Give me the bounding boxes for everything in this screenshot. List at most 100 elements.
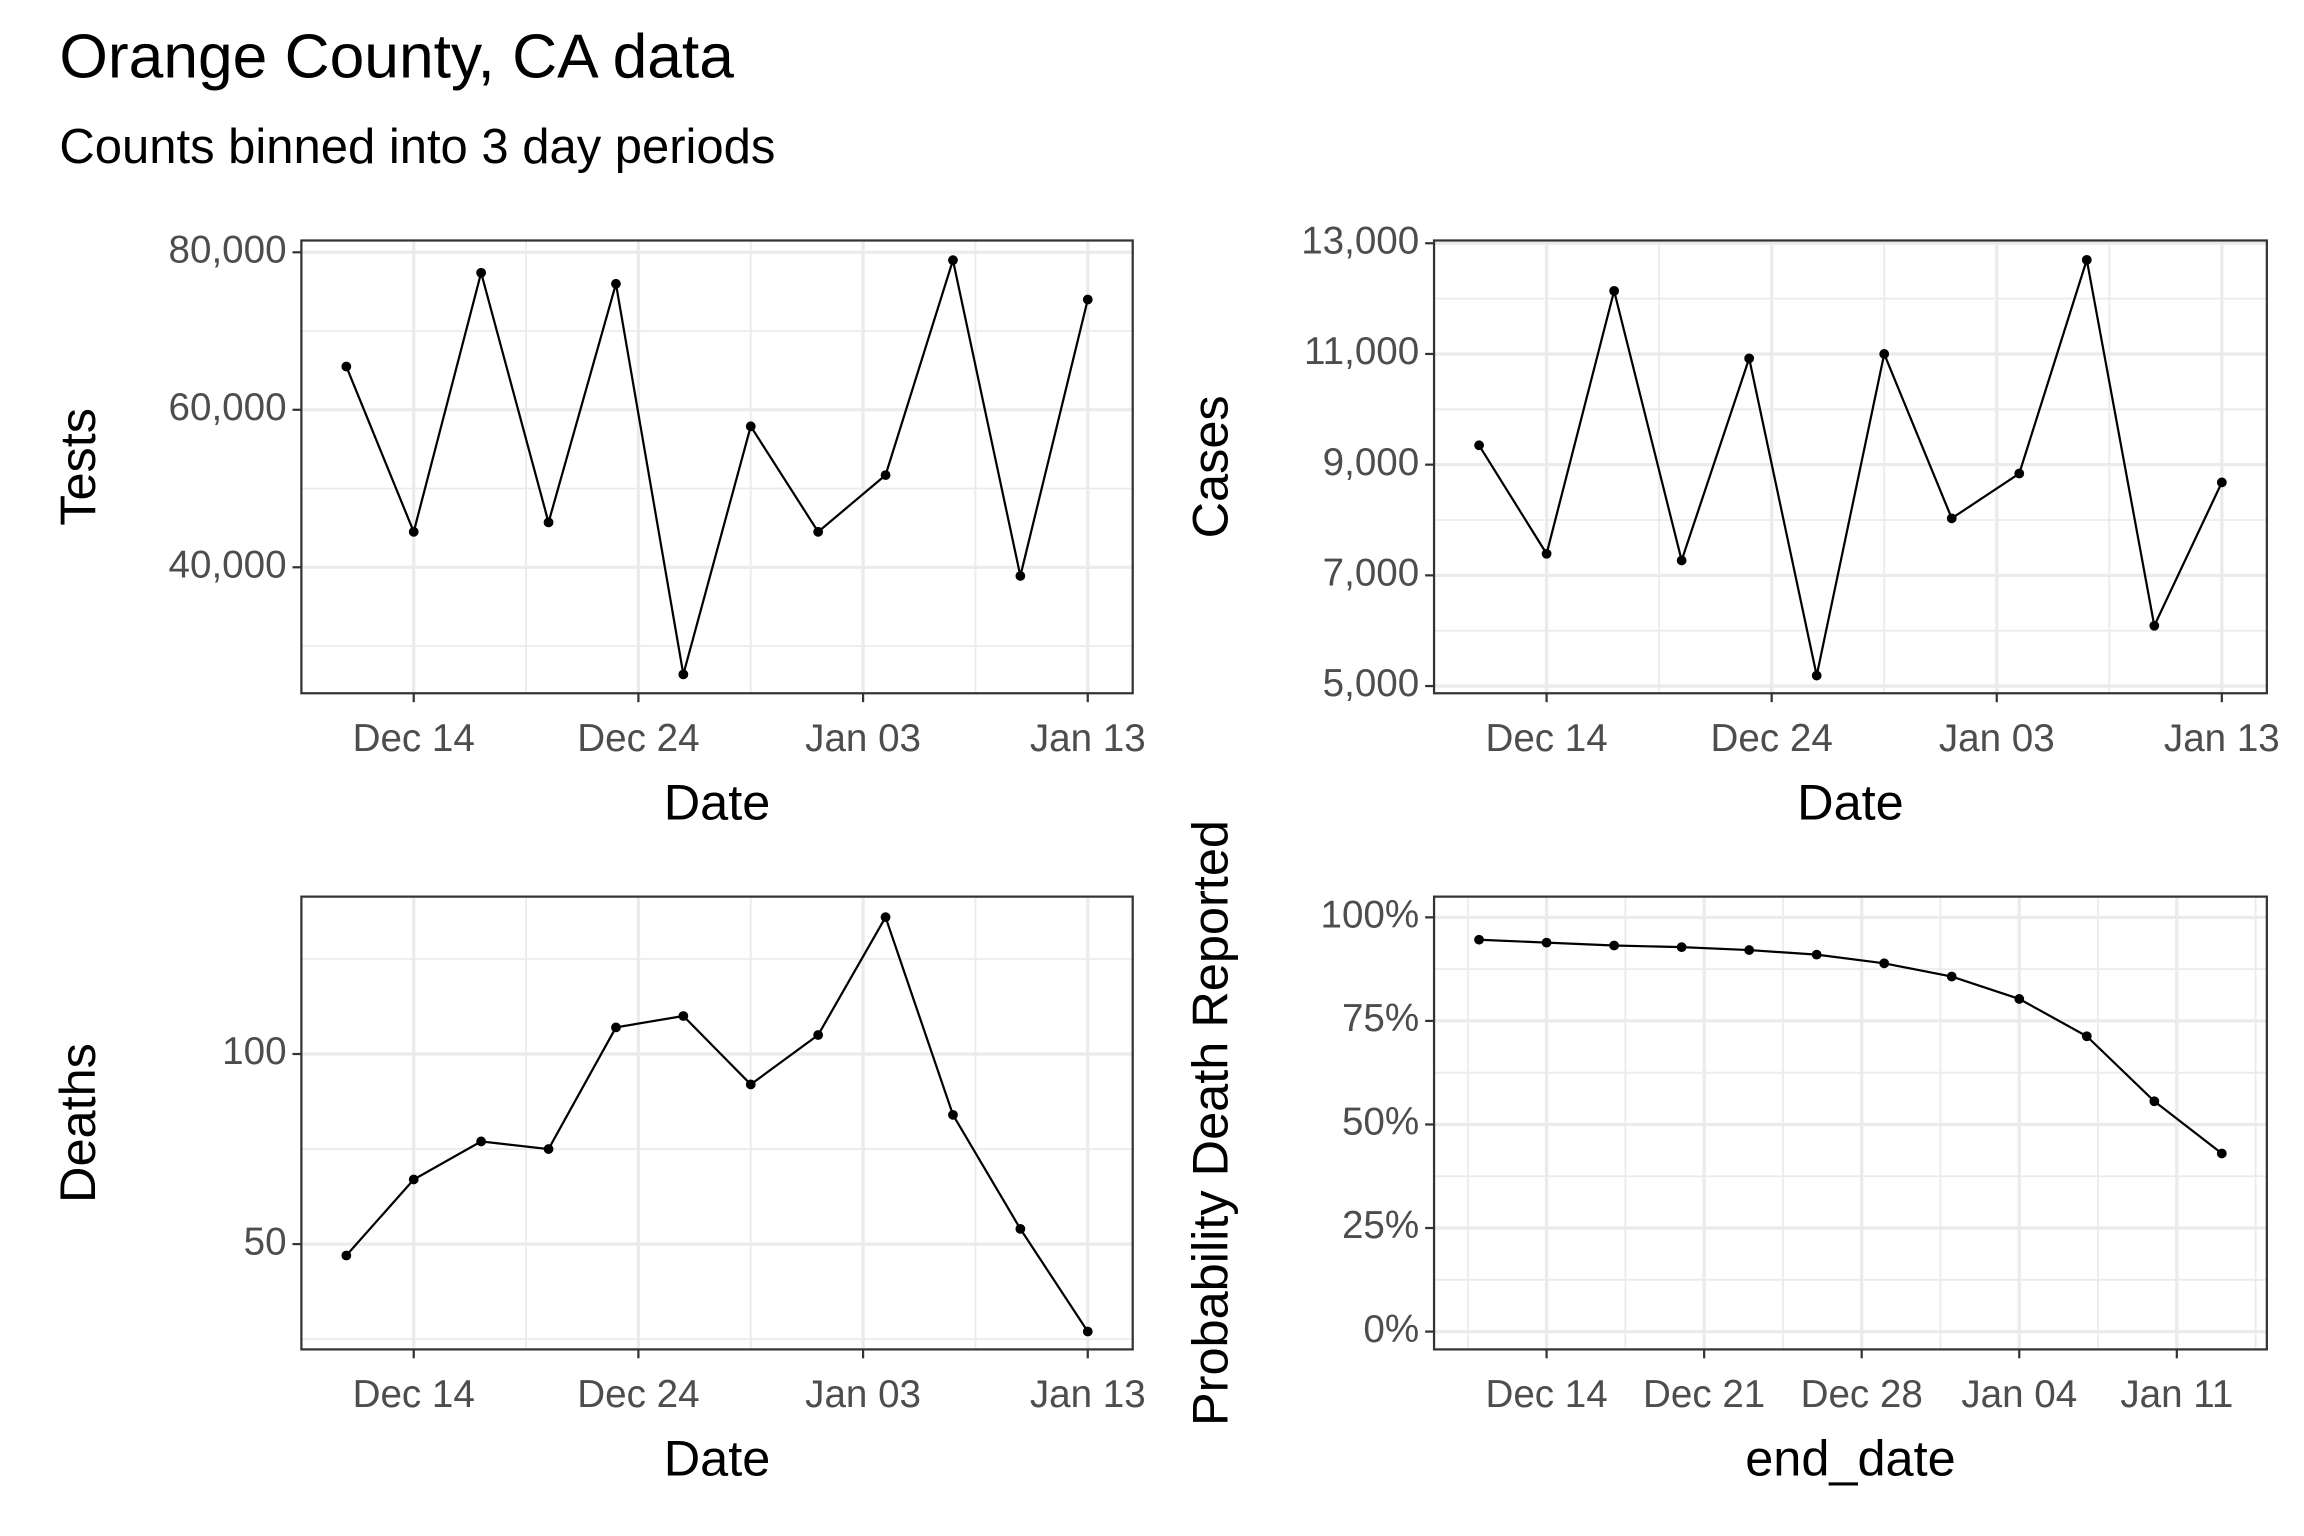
point [1744, 945, 1755, 955]
point [2081, 1031, 2092, 1042]
y-axis-title: Tests [49, 408, 106, 526]
point [611, 1022, 621, 1033]
line [345, 255, 1089, 675]
point [678, 1011, 689, 1021]
point [1946, 971, 1957, 982]
point [1676, 555, 1687, 566]
panel: 0% 25% 50% 75% 100% Dec 14 Dec 21 Dec 28 Jan 04 J… [1182, 820, 2268, 1487]
x-tick-label: Dec 14 [353, 717, 475, 760]
point [1015, 1223, 1026, 1234]
panel-border [1432, 895, 2268, 1351]
y-tick-label: 50% [1342, 1101, 1419, 1144]
panel-background [1434, 240, 2267, 694]
x-tick-label: Jan 13 [1030, 717, 1146, 760]
y-tick-label: 100 [222, 1030, 286, 1073]
panel-border [1432, 239, 2268, 695]
point [948, 1109, 958, 1120]
point [1879, 349, 1890, 359]
point [1609, 285, 1620, 296]
x-axis-title: Date [664, 1430, 771, 1487]
point [341, 1250, 352, 1261]
x-tick-label: Dec 14 [1485, 717, 1607, 760]
x-axis-title: Date [664, 773, 771, 830]
y-tick-label: 100% [1321, 894, 1420, 937]
point [1474, 440, 1484, 451]
y-axis-title: Probability Death Reported [1182, 820, 1239, 1426]
y-axis-title: Cases [1182, 395, 1239, 538]
point [476, 267, 487, 278]
y-tick-label: 50 [244, 1220, 287, 1263]
x-tick-label: Jan 11 [2120, 1373, 2233, 1416]
panel: 40,000 60,000 80,000 Dec 14 Dec 24 Jan 03 Jan … [49, 228, 1146, 830]
panel-border [300, 895, 1134, 1351]
point [2216, 477, 2227, 488]
x-axis-title: end_date [1745, 1430, 1956, 1487]
point [408, 526, 419, 537]
panel-background [301, 240, 1133, 694]
y-tick-label: 13,000 [1301, 219, 1419, 262]
point [2216, 1148, 2227, 1159]
x-tick-label: Dec 28 [1801, 1373, 1923, 1416]
point [678, 669, 689, 680]
point [1946, 513, 1957, 524]
point [1609, 940, 1620, 951]
y-tick-label: 7,000 [1323, 552, 1420, 595]
y-tick-label: 40,000 [169, 543, 287, 586]
line [1478, 259, 2223, 676]
point [1811, 670, 1822, 681]
panel: 50 100 Dec 14 Dec 24 Jan 03 Jan 13 Date Deaths [49, 895, 1146, 1487]
line [345, 914, 1089, 1333]
y-tick-label: 75% [1342, 997, 1419, 1040]
x-tick-label: Jan 03 [805, 1373, 921, 1416]
point [1082, 1326, 1093, 1337]
x-tick-label: Dec 24 [577, 717, 699, 760]
point [813, 1030, 824, 1040]
panel-border [300, 239, 1134, 695]
point [1879, 958, 1890, 969]
point [2081, 254, 2092, 265]
x-tick-label: Dec 24 [1711, 717, 1833, 760]
x-tick-label: Dec 14 [1485, 1373, 1607, 1416]
x-tick-label: Jan 03 [805, 717, 921, 760]
point [1082, 294, 1093, 305]
figure-title: Orange County, CA data [59, 22, 734, 91]
point [745, 421, 756, 432]
point [1744, 353, 1755, 364]
point [1541, 548, 1552, 559]
point [2014, 994, 2025, 1004]
point [341, 361, 352, 372]
figure-subtitle: Counts binned into 3 day periods [59, 120, 775, 174]
panel-background [301, 896, 1133, 1350]
point [1541, 937, 1552, 948]
point [880, 470, 891, 481]
point [2014, 468, 2025, 479]
point [1676, 942, 1687, 953]
x-tick-label: Dec 24 [577, 1373, 699, 1416]
x-tick-label: Dec 21 [1643, 1373, 1765, 1416]
point [1811, 949, 1822, 960]
x-tick-label: Jan 04 [1961, 1373, 2077, 1416]
point [476, 1136, 487, 1147]
point [408, 1174, 419, 1185]
x-axis-title: Date [1797, 773, 1904, 830]
y-tick-label: 5,000 [1323, 662, 1420, 705]
point [880, 912, 891, 923]
point [611, 278, 621, 289]
point [813, 526, 824, 537]
y-axis-title: Deaths [49, 1043, 106, 1203]
point [1474, 934, 1484, 945]
y-tick-label: 80,000 [169, 228, 287, 271]
y-tick-label: 60,000 [169, 386, 287, 429]
x-tick-label: Jan 13 [1030, 1373, 1146, 1416]
point [948, 255, 958, 266]
y-tick-label: 25% [1342, 1204, 1419, 1247]
y-tick-label: 9,000 [1323, 441, 1420, 484]
point [1015, 571, 1026, 581]
point [543, 517, 554, 528]
line [1479, 938, 2223, 1155]
point [2149, 1096, 2160, 1107]
point [745, 1079, 756, 1090]
x-tick-label: Jan 13 [2164, 717, 2280, 760]
x-tick-label: Jan 03 [1939, 717, 2055, 760]
point [543, 1144, 554, 1154]
